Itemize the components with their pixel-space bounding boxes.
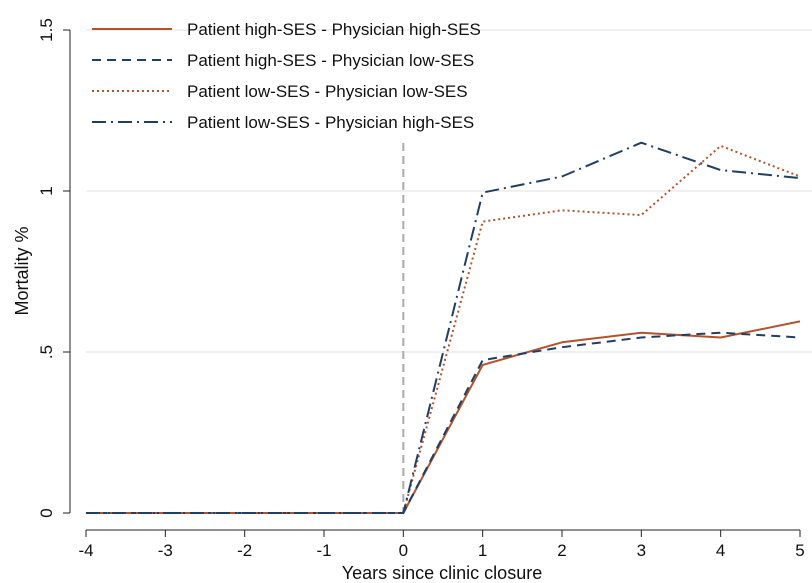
series-layer	[86, 141, 801, 514]
series-line	[86, 331, 801, 514]
y-ticks: 0 .5 1 1.5	[37, 18, 70, 518]
y-tick-label: .5	[37, 345, 56, 359]
legend-label: Patient low-SES - Physician low-SES	[187, 82, 468, 101]
y-tick-label: 1.5	[37, 18, 56, 42]
series-line	[86, 320, 801, 514]
legend-label: Patient high-SES - Physician high-SES	[187, 20, 481, 39]
gridlines	[86, 29, 812, 353]
series-line	[86, 141, 801, 514]
legend-label: Patient low-SES - Physician high-SES	[187, 113, 474, 132]
y-tick-label: 1	[37, 186, 56, 195]
y-tick-label: 0	[37, 508, 56, 517]
y-axis-title: Mortality %	[12, 226, 32, 315]
x-tick-label: 4	[716, 541, 725, 560]
x-tick-label: -4	[78, 541, 93, 560]
series-line	[86, 144, 801, 514]
legend-label: Patient high-SES - Physician low-SES	[187, 51, 474, 70]
x-tick-label: 0	[399, 541, 408, 560]
x-ticks: -4 -3 -2 -1 0 1 2 3 4 5	[78, 530, 805, 560]
legend: Patient high-SES - Physician high-SES Pat…	[92, 20, 481, 132]
x-tick-label: -3	[158, 541, 173, 560]
x-tick-label: -1	[316, 541, 331, 560]
x-tick-label: 5	[795, 541, 804, 560]
x-tick-label: 2	[557, 541, 566, 560]
axes: 0 .5 1 1.5 -4 -3 -2 -1 0 1 2 3 4 5	[37, 18, 805, 560]
x-tick-label: 3	[637, 541, 646, 560]
x-tick-label: -2	[237, 541, 252, 560]
x-axis-title: Years since clinic closure	[342, 563, 542, 583]
x-tick-label: 1	[478, 541, 487, 560]
